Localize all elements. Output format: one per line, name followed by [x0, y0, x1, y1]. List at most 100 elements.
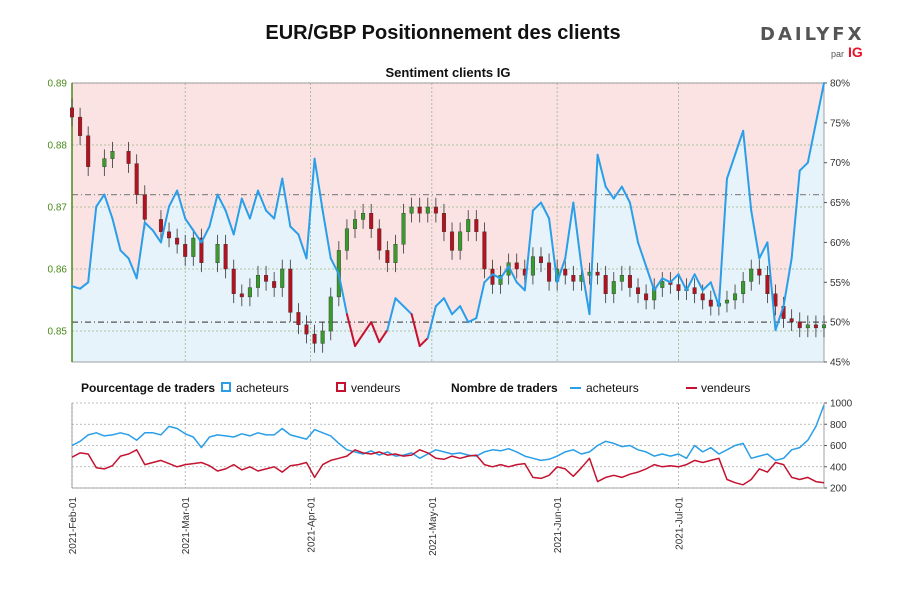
sentiment-tick-label: 70%	[830, 158, 850, 169]
sentiment-segment	[111, 217, 122, 252]
sentiment-segment	[564, 201, 575, 260]
sentiment-segment	[790, 169, 801, 260]
sentiment-segment	[256, 189, 268, 212]
sentiment-segment	[87, 205, 98, 284]
candle-body	[239, 293, 244, 298]
sentiment-segment	[499, 265, 510, 280]
candle-body	[288, 268, 293, 313]
sentiment-segment	[758, 241, 769, 260]
sentiment-segment	[200, 225, 211, 244]
sentiment-tick-label: 75%	[830, 118, 850, 129]
sentiment-segment	[329, 257, 340, 276]
candle-body	[619, 275, 624, 282]
sentiment-segment	[273, 177, 284, 220]
candle-body	[86, 135, 91, 167]
sentiment-segment	[774, 305, 785, 332]
sentiment-segment	[685, 273, 696, 292]
logo-ig: IG	[848, 44, 863, 60]
sentiment-segment	[661, 277, 672, 284]
candle-body	[280, 268, 285, 288]
candle-body	[474, 219, 479, 232]
price-tick-label: 0.88	[48, 141, 68, 152]
count-tick-label: 600	[830, 441, 847, 452]
sentiment-segment	[588, 153, 599, 316]
sentiment-tick-label: 60%	[830, 238, 850, 249]
candle-body	[183, 243, 188, 257]
count-series-acheteurs	[71, 404, 825, 462]
sentiment-segment	[709, 281, 720, 308]
candle-body	[191, 237, 196, 257]
sentiment-segment	[653, 277, 664, 292]
sentiment-segment	[313, 157, 324, 212]
candle-body	[498, 275, 503, 285]
candle-body	[660, 281, 665, 288]
sentiment-segment	[362, 321, 373, 336]
count-tick-label: 400	[830, 462, 847, 473]
candle-body	[724, 299, 729, 304]
sentiment-segment	[394, 297, 405, 308]
sentiment-segment	[410, 313, 421, 348]
sentiment-segment	[159, 205, 171, 244]
candle-body	[805, 324, 810, 329]
candle-body	[401, 212, 406, 245]
candle-body	[797, 321, 802, 329]
candle-body	[167, 231, 172, 239]
candle-body	[393, 243, 398, 263]
candle-body	[425, 206, 430, 214]
dailyfx-logo: DAILYFX par IG	[760, 24, 870, 64]
candle-body	[813, 324, 818, 329]
sentiment-segment	[612, 185, 623, 200]
x-tick-label: 2021-May-01	[428, 497, 439, 556]
x-tick-label: 2021-Feb-01	[68, 497, 79, 555]
sentiment-segment	[434, 297, 445, 308]
candle-body	[773, 293, 778, 307]
legend-pct-sell: vendeurs	[351, 381, 401, 395]
sentiment-segment	[95, 193, 106, 208]
sentiment-tick-label: 65%	[830, 198, 850, 209]
sentiment-segment	[345, 313, 357, 348]
count-tick-label: 200	[830, 484, 847, 495]
x-tick-label: 2021-Jul-01	[674, 497, 685, 550]
candle-body	[530, 256, 535, 276]
sentiment-segment	[539, 201, 551, 220]
sentiment-tick-label: 80%	[830, 79, 850, 90]
x-tick-label: 2021-Mar-01	[181, 497, 192, 555]
candle-body	[134, 163, 139, 195]
candle-body	[296, 312, 301, 325]
candle-body	[223, 243, 228, 270]
legend-pct-label: Pourcentage de traders	[81, 381, 216, 395]
candle-body	[102, 158, 107, 167]
buy-sentiment-area	[72, 83, 824, 362]
candle-body	[385, 250, 390, 263]
sentiment-segment	[531, 201, 542, 212]
sentiment-segment	[354, 333, 365, 348]
price-tick-label: 0.87	[48, 203, 68, 214]
sentiment-segment	[580, 265, 591, 316]
sentiment-segment	[240, 197, 251, 220]
sentiment-segment	[669, 273, 680, 284]
legend-pct-buy: acheteurs	[236, 381, 289, 395]
sentiment-segment	[806, 121, 817, 164]
candle-body	[450, 231, 455, 251]
candle-body	[692, 287, 697, 295]
candle-body	[69, 107, 74, 118]
sentiment-segment	[370, 321, 381, 344]
candle-body	[377, 228, 382, 251]
sentiment-segment	[483, 273, 494, 284]
candle-body	[175, 237, 180, 245]
candle-body	[514, 262, 519, 270]
candle-body	[110, 150, 115, 159]
sentiment-segment	[766, 241, 777, 332]
sentiment-segment	[281, 177, 292, 228]
legend-count-sell: vendeurs	[701, 381, 751, 395]
legend-pct-buy-swatch	[221, 382, 231, 392]
sentiment-segment	[103, 193, 114, 220]
sentiment-segment	[337, 273, 348, 316]
candle-body	[272, 281, 277, 288]
sentiment-segment	[734, 129, 745, 156]
sentiment-segment	[701, 281, 712, 292]
candle-body	[571, 275, 576, 282]
sentiment-segment	[297, 233, 308, 260]
sentiment-segment	[604, 185, 615, 200]
sentiment-segment	[79, 281, 90, 290]
